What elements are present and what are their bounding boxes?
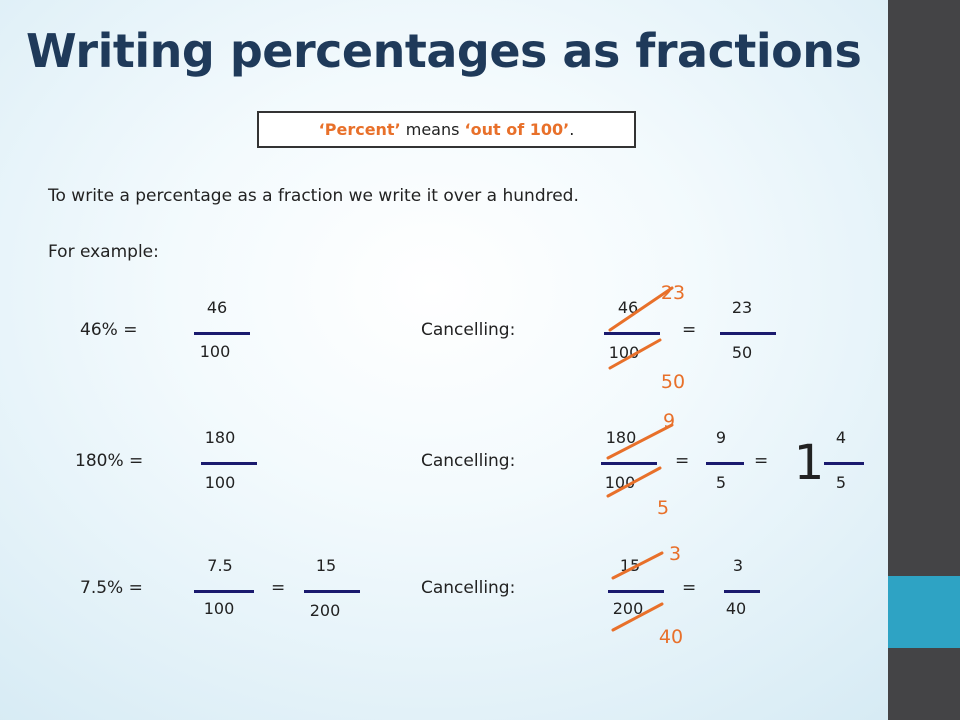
ex1-new-numerator: 23 — [660, 282, 686, 304]
ex2-new-denominator: 5 — [656, 497, 670, 519]
ex1-denominator: 100 — [199, 342, 231, 361]
ex3-denominator: 100 — [203, 599, 235, 618]
ex2-denominator: 100 — [204, 473, 236, 492]
ex1-label: 46% = — [80, 320, 138, 340]
ex3-cancel-numerator: 15 — [619, 556, 641, 575]
intro-text: To write a percentage as a fraction we w… — [48, 186, 579, 206]
ex3-result-denominator: 40 — [725, 599, 747, 618]
ex1-cancel-bar — [604, 332, 660, 335]
definition-period: . — [569, 120, 575, 139]
ex3-numerator-2: 15 — [315, 556, 337, 575]
ex1-numerator: 46 — [206, 298, 228, 317]
ex2-mixed-denominator: 5 — [835, 473, 847, 492]
ex3-result-numerator: 3 — [732, 556, 744, 575]
ex3-label: 7.5% = — [80, 578, 143, 598]
ex2-new-numerator: 9 — [662, 410, 676, 432]
slide-title: Writing percentages as fractions — [26, 24, 862, 78]
ex3-equals-2: = — [682, 578, 697, 598]
ex1-new-denominator: 50 — [660, 371, 686, 393]
ex3-numerator: 7.5 — [207, 556, 233, 575]
ex3-fraction-bar — [194, 590, 254, 593]
sidebar-accent-block — [888, 576, 960, 648]
ex2-mixed-numerator: 4 — [835, 428, 847, 447]
ex2-equals-1: = — [675, 451, 690, 471]
ex3-cancel-bar — [608, 590, 664, 593]
ex2-label: 180% = — [75, 451, 144, 471]
ex3-new-numerator: 3 — [668, 543, 682, 565]
ex2-equals-2: = — [754, 451, 769, 471]
ex2-fraction-bar — [201, 462, 257, 465]
ex1-cancel-numerator: 46 — [617, 298, 639, 317]
ex1-fraction-bar — [194, 332, 250, 335]
ex2-mixed-whole: 1 — [793, 435, 825, 491]
ex2-result-numerator: 9 — [715, 428, 727, 447]
ex2-result-bar — [706, 462, 744, 465]
ex2-cancel-denominator: 100 — [604, 473, 636, 492]
definition-meaning: ‘out of 100’ — [464, 120, 570, 139]
ex3-fraction-bar-2 — [304, 590, 360, 593]
ex3-denominator-2: 200 — [309, 601, 341, 620]
ex3-cancel-label: Cancelling: — [421, 578, 516, 598]
ex1-equals: = — [682, 320, 697, 340]
definition-term: ‘Percent’ — [318, 120, 401, 139]
ex3-new-denominator: 40 — [658, 626, 684, 648]
ex2-result-denominator: 5 — [715, 473, 727, 492]
ex1-cancel-denominator: 100 — [608, 343, 640, 362]
ex2-numerator: 180 — [204, 428, 236, 447]
ex2-mixed-bar — [824, 462, 864, 465]
ex1-result-denominator: 50 — [731, 343, 753, 362]
ex1-result-bar — [720, 332, 776, 335]
ex2-cancel-label: Cancelling: — [421, 451, 516, 471]
definition-text: means — [400, 120, 465, 139]
ex1-result-numerator: 23 — [731, 298, 753, 317]
definition-box: ‘Percent’ means ‘out of 100’. — [257, 111, 636, 148]
for-example-label: For example: — [48, 242, 159, 262]
ex1-cancel-label: Cancelling: — [421, 320, 516, 340]
ex3-result-bar — [724, 590, 760, 593]
ex2-cancel-bar — [601, 462, 657, 465]
ex3-cancel-denominator: 200 — [612, 599, 644, 618]
ex2-cancel-numerator: 180 — [605, 428, 637, 447]
ex3-equals: = — [271, 578, 286, 598]
